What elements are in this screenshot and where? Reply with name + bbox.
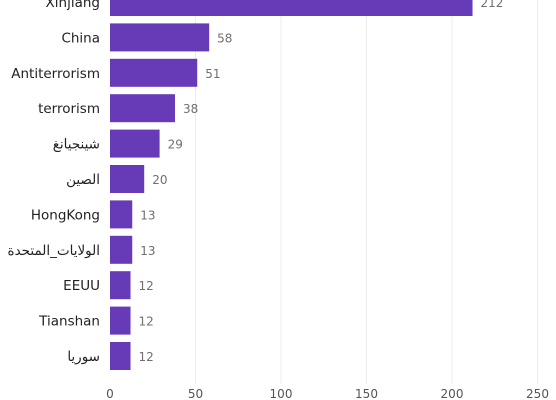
bar	[110, 342, 131, 370]
x-tick-label: 200	[441, 387, 464, 400]
bar	[110, 94, 175, 123]
category-label: China	[61, 30, 100, 46]
bar	[110, 271, 131, 300]
bars	[110, 0, 473, 370]
x-tick-label: 100	[270, 387, 293, 400]
bar	[110, 235, 133, 264]
category-label: الولايات_المتحدة	[8, 243, 100, 259]
value-label: 20	[152, 173, 167, 187]
value-label: 13	[140, 244, 155, 258]
category-label: Tianshan	[38, 314, 100, 330]
category-label: terrorism	[38, 101, 100, 117]
value-label: 212	[481, 0, 504, 10]
category-label: شينجيانغ	[53, 137, 100, 153]
bar	[110, 306, 131, 335]
value-labels: 212 58 51 38 29 20 13 13 12 12 12	[139, 0, 504, 364]
x-axis-ticks: 0 50 100 150 200 250	[106, 387, 549, 400]
bar	[110, 23, 210, 52]
x-tick-label: 250	[526, 387, 549, 400]
category-labels: Xinjiang China Antiterrorism terrorism شينجي…	[8, 0, 100, 365]
bar	[110, 58, 198, 87]
bar	[110, 0, 473, 16]
bar	[110, 200, 133, 229]
bar	[110, 129, 160, 158]
value-label: 12	[139, 315, 154, 329]
value-label: 13	[140, 208, 155, 222]
category-label: Xinjiang	[46, 0, 100, 11]
value-label: 51	[205, 67, 220, 81]
category-label: HongKong	[31, 207, 100, 223]
category-label: الصين	[66, 172, 100, 188]
value-label: 29	[168, 138, 183, 152]
x-tick-label: 150	[355, 387, 378, 400]
value-label: 58	[217, 31, 232, 45]
bar	[110, 165, 145, 193]
category-label: سوريا	[67, 349, 100, 365]
grid-lines	[195, 0, 538, 384]
category-label: Antiterrorism	[11, 66, 100, 82]
category-label: EEUU	[63, 278, 100, 294]
value-label: 12	[139, 279, 154, 293]
x-tick-label: 0	[106, 387, 114, 400]
value-label: 38	[183, 102, 198, 116]
value-label: 12	[139, 350, 154, 364]
x-tick-label: 50	[188, 387, 203, 400]
